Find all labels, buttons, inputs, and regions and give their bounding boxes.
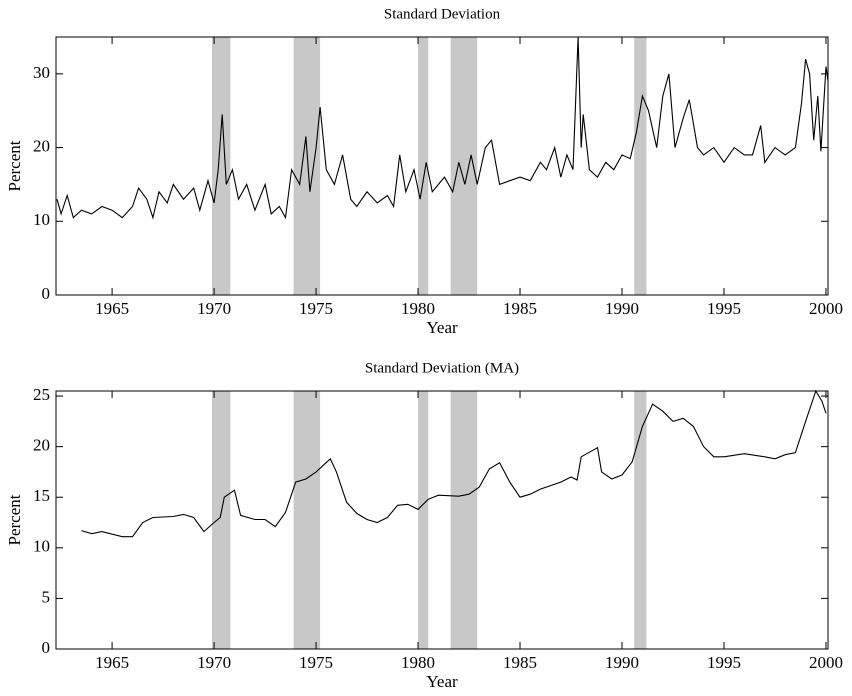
x-tick-label: 2000 bbox=[809, 653, 843, 672]
x-tick-label: 1975 bbox=[299, 653, 333, 672]
recession-band bbox=[450, 37, 478, 295]
y-tick-label: 10 bbox=[33, 537, 50, 556]
x-tick-label: 1990 bbox=[605, 653, 639, 672]
recession-band bbox=[212, 391, 231, 649]
y-tick-label: 20 bbox=[33, 436, 50, 455]
axes-box bbox=[55, 390, 829, 650]
recession-band bbox=[293, 391, 321, 649]
x-tick-label: 1995 bbox=[707, 653, 741, 672]
recession-band bbox=[418, 391, 429, 649]
x-tick-label: 1980 bbox=[401, 299, 435, 318]
y-tick-label: 10 bbox=[33, 210, 50, 229]
x-tick-label: 1970 bbox=[197, 653, 231, 672]
y-tick-label: 0 bbox=[42, 284, 51, 303]
x-tick-label: 1985 bbox=[503, 653, 537, 672]
y-tick-label: 5 bbox=[42, 587, 51, 606]
data-line bbox=[81, 389, 827, 538]
x-tick-label: 1965 bbox=[95, 299, 129, 318]
chart-title: Standard Deviation bbox=[384, 6, 501, 22]
recession-band bbox=[418, 37, 429, 295]
x-tick-label: 2000 bbox=[809, 299, 843, 318]
y-tick-label: 30 bbox=[33, 63, 50, 82]
x-tick-label: 1995 bbox=[707, 299, 741, 318]
y-axis-label: Percent bbox=[5, 140, 24, 191]
recession-band bbox=[212, 37, 231, 295]
y-tick-label: 25 bbox=[33, 385, 50, 404]
recession-band bbox=[634, 37, 647, 295]
recession-band bbox=[634, 391, 647, 649]
x-axis-label: Year bbox=[426, 318, 458, 337]
x-tick-label: 1970 bbox=[197, 299, 231, 318]
x-tick-label: 1975 bbox=[299, 299, 333, 318]
x-tick-label: 1965 bbox=[95, 653, 129, 672]
x-tick-label: 1990 bbox=[605, 299, 639, 318]
recession-band bbox=[450, 391, 478, 649]
chart-title: Standard Deviation (MA) bbox=[365, 360, 519, 376]
x-tick-label: 1985 bbox=[503, 299, 537, 318]
y-axis-label: Percent bbox=[5, 494, 24, 545]
y-tick-label: 20 bbox=[33, 136, 50, 155]
y-tick-label: 0 bbox=[42, 638, 51, 657]
y-tick-label: 15 bbox=[33, 486, 50, 505]
x-tick-label: 1980 bbox=[401, 653, 435, 672]
data-line bbox=[56, 36, 829, 220]
recession-band bbox=[293, 37, 321, 295]
axes-box bbox=[55, 36, 829, 296]
x-axis-label: Year bbox=[426, 672, 458, 691]
